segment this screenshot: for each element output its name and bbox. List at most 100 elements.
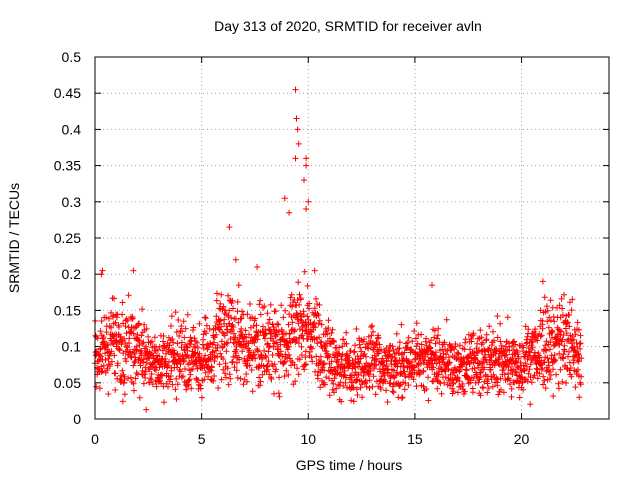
data-point [295,340,302,347]
data-point [98,368,105,375]
data-point [398,395,405,402]
data-point [285,321,292,328]
data-point [577,332,584,339]
data-point [566,348,572,355]
data-point [368,324,375,330]
data-point [246,331,252,338]
data-point [268,335,275,342]
data-point [507,381,514,388]
data-point [363,383,370,390]
data-point [281,358,288,365]
data-point [116,347,123,354]
data-point [136,394,143,401]
data-point [303,162,310,169]
data-point [306,300,313,307]
data-point [474,350,481,356]
data-point [291,327,298,334]
data-point [244,378,250,385]
data-point [223,340,230,347]
data-point [173,329,180,336]
data-point [308,345,315,352]
data-point [99,267,106,274]
data-point [552,357,559,363]
data-point [293,115,300,122]
data-point [433,360,440,367]
data-point [566,312,573,318]
data-point [131,325,138,331]
data-point [194,339,201,346]
data-point [425,374,431,381]
data-point [487,366,494,373]
data-point [326,353,333,360]
data-point [170,347,177,354]
data-point [238,315,245,322]
data-point [396,345,403,352]
data-point [413,335,419,342]
data-point [295,279,302,286]
data-point [326,375,332,382]
data-point [179,328,186,335]
data-point [286,209,293,216]
data-point [480,339,486,346]
data-point [308,333,315,340]
data-point [545,324,552,331]
data-point [365,333,372,340]
data-point [281,359,287,366]
data-point [286,355,293,362]
data-point [256,374,263,381]
data-point [493,347,500,354]
data-point [266,343,273,350]
data-point [411,363,418,370]
data-point [364,344,371,351]
data-point [246,362,253,369]
data-point [577,379,584,386]
data-point [543,303,550,310]
data-point [268,375,275,382]
data-point [303,155,310,162]
data-point [156,343,163,350]
data-point [401,386,408,393]
data-point [454,389,461,396]
data-point [265,320,272,327]
data-point [143,325,150,332]
data-point [102,350,109,357]
data-point [178,323,185,330]
data-point [168,367,175,374]
data-point [497,320,504,327]
data-point [192,343,199,350]
y-tick-labels: 0 0.05 0.1 0.15 0.2 0.25 0.3 0.35 0.4 0.45 0.5 [54,49,81,427]
data-point [289,303,296,310]
data-point [262,331,269,338]
data-point [524,333,531,340]
data-point [292,86,299,93]
data-point [198,394,205,401]
data-point [218,323,225,330]
data-point [237,315,244,322]
data-point [446,359,453,366]
data-point [119,398,126,405]
data-point [360,372,367,379]
data-point [512,341,519,348]
data-point [467,346,473,353]
data-point [261,303,268,310]
data-point [225,314,232,320]
data-point [93,333,100,340]
data-point [299,327,306,334]
data-point [298,343,305,350]
y-tick-label: 0.35 [54,158,81,174]
data-point [299,319,306,326]
data-point [489,383,496,390]
data-point [354,392,361,398]
data-point [286,352,292,358]
data-point [450,388,457,395]
data-point [346,361,353,368]
data-point [311,267,318,274]
data-point [303,206,310,212]
data-point [330,339,337,345]
data-point [196,320,203,327]
data-point [325,325,332,331]
data-point [550,393,557,400]
data-point [140,380,147,387]
data-point [578,355,585,362]
data-point [577,381,584,388]
